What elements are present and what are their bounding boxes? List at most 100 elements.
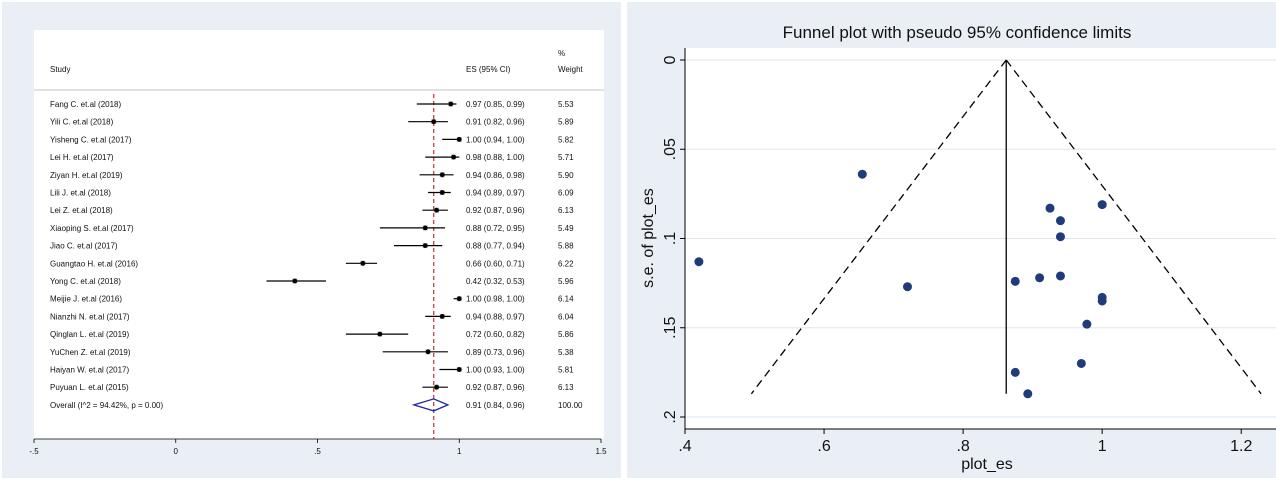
- es-ci-label: 0.92 (0.87, 0.96): [466, 383, 525, 392]
- weight-label: 5.90: [558, 171, 574, 180]
- study-label: Lei Z. et.al (2018): [50, 206, 113, 215]
- es-ci-label: 0.97 (0.85, 0.99): [466, 100, 525, 109]
- point-estimate: [448, 101, 454, 107]
- y-tick-label: .1: [662, 232, 679, 245]
- x-tick-label: .6: [817, 438, 830, 455]
- point-estimate: [422, 225, 428, 231]
- x-axis-label: plot_es: [961, 456, 1013, 473]
- point-estimate: [456, 137, 462, 142]
- point-estimate: [456, 296, 462, 302]
- point-estimate: [434, 384, 439, 390]
- es-ci-label: 1.00 (0.94, 1.00): [466, 135, 525, 144]
- study-label: Jiao C. et.al (2017): [50, 242, 118, 251]
- weight-label: 5.53: [558, 100, 574, 109]
- point-estimate: [425, 349, 431, 355]
- es-ci-label: 0.88 (0.77, 0.94): [466, 242, 525, 251]
- data-point: [902, 282, 912, 292]
- header-weight-percent: %: [558, 49, 565, 58]
- funnel-plot: Funnel plot with pseudo 95% confidence l…: [640, 23, 1276, 473]
- forest-plot-panel: Study ES (95% CI) % Weight Fang C. et.al…: [2, 2, 621, 478]
- upper-confidence-limit: [1005, 59, 1262, 395]
- data-point: [1055, 216, 1065, 226]
- weight-label: 5.49: [558, 224, 574, 233]
- study-label: Qinglan L. et.al (2019): [50, 330, 129, 339]
- es-ci-label: 0.92 (0.87, 0.96): [466, 206, 525, 215]
- forest-plot: Study ES (95% CI) % Weight Fang C. et.al…: [29, 30, 607, 456]
- data-point: [1055, 271, 1065, 281]
- weight-label: 6.04: [558, 312, 574, 321]
- study-label: Fang C. et.al (2018): [50, 100, 121, 109]
- study-label: Yili C. et.al (2018): [50, 118, 114, 127]
- weight-label: 5.88: [558, 242, 574, 251]
- data-point: [1010, 276, 1020, 286]
- weight-label: 5.86: [558, 330, 574, 339]
- overall-label: Overall (I^2 = 94.42%, p = 0.00): [50, 401, 163, 410]
- y-tick-label: .2: [662, 410, 679, 423]
- data-point: [694, 257, 704, 267]
- y-tick-label: 0: [662, 55, 679, 64]
- lower-confidence-limit: [750, 59, 1007, 395]
- forest-plot-area: [34, 30, 604, 439]
- y-axis-label: s.e. of plot_es: [640, 188, 657, 288]
- es-ci-label: 1.00 (0.98, 1.00): [466, 295, 525, 304]
- weight-label: 6.22: [558, 259, 574, 268]
- x-tick-label: .8: [956, 438, 969, 455]
- study-label: Guangtao H. et.al (2016): [50, 259, 138, 268]
- study-label: Xiaoping S. et.al (2017): [50, 224, 134, 233]
- es-ci-label: 0.91 (0.82, 0.96): [466, 118, 525, 127]
- data-point: [1010, 367, 1020, 377]
- point-estimate: [439, 190, 445, 195]
- study-label: Lei H. et.al (2017): [50, 153, 114, 162]
- x-tick-label: 1: [457, 447, 462, 456]
- data-point: [1082, 319, 1092, 329]
- es-ci-label: 0.94 (0.89, 0.97): [466, 189, 525, 198]
- study-label: Puyuan L. et.al (2015): [50, 383, 129, 392]
- x-tick-label: .4: [678, 438, 691, 455]
- study-label: Meijie J. et.al (2016): [50, 295, 122, 304]
- overall-es-ci-label: 0.91 (0.84, 0.96): [466, 401, 525, 410]
- es-ci-label: 0.94 (0.88, 0.97): [466, 312, 525, 321]
- weight-label: 5.82: [558, 135, 574, 144]
- data-point: [1055, 232, 1065, 242]
- x-tick-label: 1.2: [1230, 438, 1252, 455]
- data-point: [857, 169, 867, 179]
- weight-label: 5.81: [558, 366, 574, 375]
- study-label: Lili J. et.al (2018): [50, 189, 111, 198]
- weight-label: 6.14: [558, 295, 574, 304]
- weight-label: 6.13: [558, 206, 574, 215]
- study-label: YuChen Z. et.al (2019): [50, 348, 131, 357]
- y-tick-label: .05: [662, 138, 679, 160]
- es-ci-label: 1.00 (0.93, 1.00): [466, 366, 525, 375]
- study-label: Yong C. et.al (2018): [50, 277, 121, 286]
- weight-label: 5.96: [558, 277, 574, 286]
- x-tick-label: -.5: [29, 447, 39, 456]
- data-point: [1023, 389, 1033, 399]
- y-tick-label: .15: [662, 317, 679, 339]
- point-estimate: [456, 367, 462, 372]
- study-label: Nianzhi N. et.al (2017): [50, 312, 130, 321]
- study-label: Ziyan H. et.al (2019): [50, 171, 123, 180]
- point-estimate: [292, 278, 298, 284]
- study-label: Haiyan W. et.al (2017): [50, 366, 129, 375]
- point-estimate: [439, 172, 445, 178]
- funnel-plot-panel: Funnel plot with pseudo 95% confidence l…: [627, 2, 1276, 478]
- es-ci-label: 0.89 (0.73, 0.96): [466, 348, 525, 357]
- point-estimate: [431, 119, 437, 125]
- es-ci-label: 0.66 (0.60, 0.71): [466, 259, 525, 268]
- x-tick-label: 0: [174, 447, 179, 456]
- data-point: [1035, 273, 1045, 283]
- es-ci-label: 0.94 (0.86, 0.98): [466, 171, 525, 180]
- es-ci-label: 0.98 (0.88, 1.00): [466, 153, 525, 162]
- weight-label: 5.71: [558, 153, 574, 162]
- point-estimate: [451, 154, 456, 160]
- point-estimate: [434, 207, 439, 213]
- weight-label: 5.89: [558, 118, 574, 127]
- x-tick-label: .5: [314, 447, 321, 456]
- es-ci-label: 0.72 (0.60, 0.82): [466, 330, 525, 339]
- point-estimate: [422, 243, 428, 249]
- data-point: [1076, 358, 1086, 368]
- point-estimate: [439, 314, 445, 319]
- x-tick-label: 1.5: [595, 447, 607, 456]
- data-point: [1097, 296, 1107, 306]
- overall-weight-label: 100.00: [558, 401, 583, 410]
